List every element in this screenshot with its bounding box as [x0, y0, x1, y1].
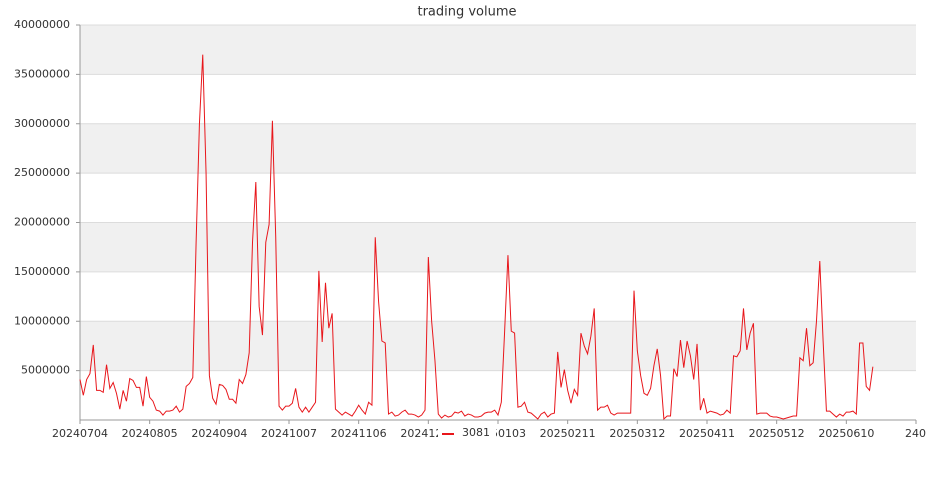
legend: 3081 [438, 426, 496, 442]
x-tick-label: 20250211 [540, 427, 596, 440]
y-tick-label: 35000000 [14, 67, 70, 80]
y-tick-label: 20000000 [14, 216, 70, 229]
y-tick-label: 30000000 [14, 117, 70, 130]
chart-title: trading volume [417, 5, 516, 20]
y-tick-label: 5000000 [21, 364, 70, 377]
grid-band [80, 25, 916, 75]
y-tick-label: 10000000 [14, 314, 70, 327]
x-tick-label: 20240904 [191, 427, 247, 440]
grid-band [80, 123, 916, 174]
x-tick-label: 240 [905, 427, 926, 440]
y-tick-label: 15000000 [14, 265, 70, 278]
x-tick-label: 20250512 [749, 427, 805, 440]
y-tick-label: 25000000 [14, 166, 70, 179]
legend-box [438, 426, 496, 442]
y-tick-label: 40000000 [14, 18, 70, 31]
x-tick-label: 20250411 [679, 427, 735, 440]
x-tick-label: 20241106 [331, 427, 387, 440]
x-tick-label: 20250610 [818, 427, 874, 440]
legend-label: 3081 [462, 426, 490, 439]
x-tick-label: 20240805 [122, 427, 178, 440]
grid-band [80, 321, 916, 371]
series-line [79, 54, 874, 421]
grid-band [80, 222, 916, 272]
x-tick-label: 20250312 [609, 427, 665, 440]
x-tick-label: 20240704 [52, 427, 108, 440]
x-tick-label: 20241007 [261, 427, 317, 440]
